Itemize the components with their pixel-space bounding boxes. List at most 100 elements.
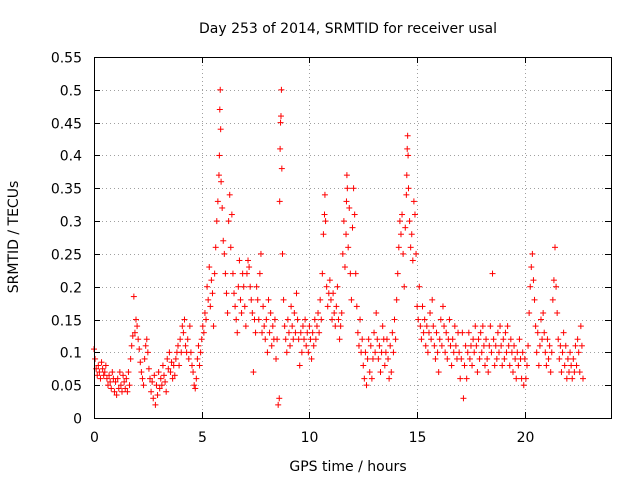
data-point [369,355,376,362]
data-point [348,296,355,303]
data-point [511,342,518,349]
data-point [578,342,585,349]
data-point [418,336,425,343]
data-point [490,336,497,343]
data-point [211,270,218,277]
data-point [483,336,490,343]
data-point [199,323,206,330]
data-point [456,349,463,356]
data-point [292,329,299,336]
data-point [266,329,273,336]
data-point [486,342,493,349]
data-point [216,152,223,159]
data-point [336,336,343,343]
data-point [389,329,396,336]
data-point [399,211,406,218]
data-point [387,342,394,349]
data-point [131,329,138,336]
data-point [362,349,369,356]
data-point [277,119,284,126]
data-point [410,198,417,205]
data-point [569,375,576,382]
y-tick-label: 0.25 [51,248,82,264]
data-point [442,349,449,356]
axes [94,57,612,419]
data-point [487,323,494,330]
data-point [181,316,188,323]
data-point [261,323,268,330]
data-point [354,329,361,336]
data-point [137,359,144,366]
data-point [509,369,516,376]
data-point [471,349,478,356]
y-tick-label: 0.4 [60,149,82,165]
data-point [120,372,127,379]
data-point [245,257,252,264]
data-point [101,369,108,376]
data-point [544,336,551,343]
data-point [461,362,468,369]
data-point [529,250,536,257]
data-point [197,349,204,356]
data-point [269,323,276,330]
data-point [301,336,308,343]
data-point [350,185,357,192]
data-point [116,369,123,376]
data-point [304,329,311,336]
data-point [185,355,192,362]
data-point [463,375,470,382]
data-point [368,375,375,382]
data-point [393,296,400,303]
data-point [205,296,212,303]
data-point [376,342,383,349]
data-point [400,250,407,257]
data-point [414,303,421,310]
plot-frame [94,57,612,419]
data-point [285,329,292,336]
data-point [343,198,350,205]
data-point [383,336,390,343]
data-point [402,224,409,231]
data-point [553,283,560,290]
data-point [480,342,487,349]
data-point [143,336,150,343]
data-point [108,385,115,392]
data-point [129,332,136,339]
data-point [225,218,232,225]
data-point [189,362,196,369]
data-point [294,316,301,323]
data-point [156,385,163,392]
data-point [405,185,412,192]
data-point [404,145,411,152]
data-point [141,355,148,362]
data-point [196,362,203,369]
data-point [195,342,202,349]
data-point [557,342,564,349]
data-point [257,250,264,257]
data-point [207,303,214,310]
data-point [476,355,483,362]
data-point [122,385,129,392]
data-point [260,303,267,310]
data-point [547,369,554,376]
data-point [313,323,320,330]
data-point [209,290,216,297]
data-point [169,375,176,382]
data-point [344,185,351,192]
data-point [297,329,304,336]
data-point [283,349,290,356]
data-point [271,316,278,323]
data-point [178,349,185,356]
data-point [218,178,225,185]
data-point [186,323,193,330]
data-point [259,329,266,336]
data-point [506,362,513,369]
data-point [575,349,582,356]
data-point [206,264,213,271]
data-point [318,316,325,323]
y-tick-labels: 0 0.05 0.1 0.15 0.2 0.25 0.3 0.35 0.4 0.45 0.5 0.55 [51,51,82,428]
data-point [416,283,423,290]
data-point [349,224,356,231]
data-point [322,218,329,225]
